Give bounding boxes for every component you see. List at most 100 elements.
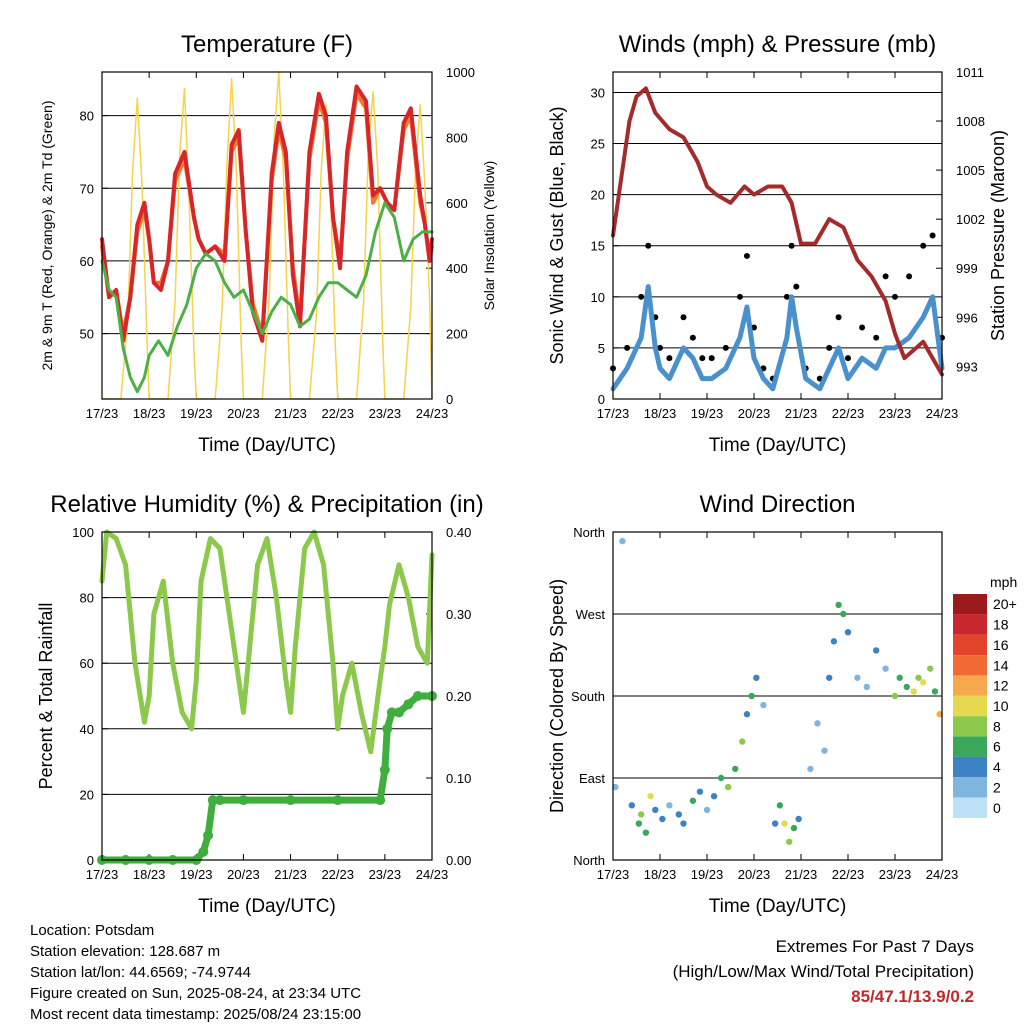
gust-point (920, 242, 927, 249)
x-tick-label: 21/23 (785, 406, 818, 421)
x-tick-label: 19/23 (180, 867, 213, 882)
gust-point (743, 252, 750, 259)
station-info: Location: Potsdam Station elevation: 128… (30, 920, 361, 1025)
colorbar-label: 4 (993, 759, 1001, 775)
x-tick-label: 21/23 (274, 867, 307, 882)
direction-point (717, 774, 725, 782)
x-tick-label: 19/23 (691, 406, 724, 421)
colorbar-label: 18 (993, 617, 1009, 633)
gust-point (666, 355, 673, 362)
rainfall-point (207, 795, 218, 806)
direction-point (781, 820, 788, 827)
rainfall-point (386, 707, 397, 718)
x-tick-label: 21/23 (274, 406, 307, 421)
rainfall-point (375, 795, 386, 806)
direction-point (896, 674, 903, 681)
direction-point (931, 688, 939, 695)
rainfall-point (379, 764, 390, 775)
extremes-values: 85/47.1/13.9/0.2 (851, 987, 974, 1006)
y2-tick-label: 800 (446, 130, 468, 145)
x-tick-label: 23/23 (369, 867, 402, 882)
direction-point (786, 838, 793, 845)
colorbar-label: 6 (993, 739, 1001, 755)
direction-point (920, 679, 927, 686)
x-tick-label: 17/23 (86, 406, 119, 421)
x-tick-label: 20/23 (738, 867, 771, 882)
gust-point (788, 242, 795, 249)
panel-winds: Winds (mph) & Pressure (mb) 0 5 10 15 20 25 30 9… (547, 31, 1008, 456)
gust-point (859, 324, 866, 331)
solar-insolation-line (101, 71, 433, 400)
y2-tick-label: 0.30 (446, 607, 471, 622)
direction-point (724, 783, 732, 791)
x-tick-label: 18/23 (133, 406, 166, 421)
y-axis-label: 2m & 9m T (Red, Orange) & 2m Td (Green) (39, 101, 55, 371)
y2-tick-label: 200 (446, 327, 468, 342)
x-tick-label: 18/23 (133, 867, 166, 882)
y-tick-label: 20 (80, 787, 94, 802)
dewpoint-line (100, 201, 434, 394)
x-tick-label: 20/23 (738, 406, 771, 421)
x-tick-label: 22/23 (321, 406, 354, 421)
y2-tick-label: 0.40 (446, 525, 471, 540)
colorbar-label: 12 (993, 678, 1009, 694)
x-tick-label: 24/23 (416, 406, 449, 421)
direction-point (659, 815, 666, 823)
gust-point (845, 355, 851, 362)
created-text: Figure created on Sun, 2025-08-24, at 23… (30, 985, 362, 1002)
gust-point (783, 293, 790, 300)
direction-point (844, 629, 852, 636)
colorbar-swatch (953, 614, 987, 635)
y-tick-label: West (576, 607, 606, 622)
extremes-box: Extremes For Past 7 Days (High/Low/Max W… (673, 934, 974, 1009)
x-axis-label: Time (Day/UTC) (198, 896, 336, 917)
x-tick-label: 17/23 (597, 406, 630, 421)
direction-point (910, 688, 917, 695)
direction-point (635, 820, 643, 827)
gust-point (680, 314, 687, 321)
direction-point (680, 820, 687, 827)
direction-point (689, 797, 697, 804)
y-tick-label: 30 (591, 85, 605, 100)
y-tick-label: 80 (80, 591, 94, 606)
gust-point (645, 242, 652, 249)
direction-point (619, 537, 626, 545)
y-tick-label: North (573, 853, 605, 868)
gust-point (929, 232, 936, 239)
panel-temperature: Temperature (F)5060708002004006008001000… (39, 31, 497, 456)
y2-tick-label: 993 (956, 359, 978, 374)
extremes-title: Extremes For Past 7 Days (775, 937, 974, 956)
panel-humidity: Relative Humidity (%) & Precipitation (i… (36, 491, 484, 917)
colorbar-label: 14 (993, 657, 1009, 673)
direction-point (915, 674, 922, 681)
rainfall-point (332, 795, 343, 806)
y-tick-label: South (571, 689, 605, 704)
direction-point (612, 783, 619, 791)
direction-point (628, 802, 635, 809)
gust-point (657, 344, 663, 351)
panel-title: Winds (mph) & Pressure (mb) (619, 31, 936, 58)
gust-point (689, 334, 696, 341)
direction-point (814, 720, 821, 727)
colorbar-swatch (953, 594, 987, 615)
x-tick-label: 17/23 (86, 867, 119, 882)
y-tick-label: 20 (591, 188, 605, 203)
x-tick-label: 23/23 (879, 406, 912, 421)
rainfall-point (403, 699, 414, 710)
direction-point (771, 820, 779, 827)
gust-point (736, 293, 743, 300)
direction-point (873, 647, 880, 654)
x-tick-label: 23/23 (879, 867, 912, 882)
direction-point (743, 711, 751, 718)
y-tick-label: 5 (598, 341, 605, 356)
y2-tick-label: 1005 (956, 163, 985, 178)
colorbar-label: 10 (993, 698, 1009, 714)
direction-point (840, 610, 847, 618)
y-tick-label: 25 (591, 137, 605, 152)
direction-point (675, 811, 682, 818)
y2-tick-label: 996 (956, 310, 978, 325)
gust-point (873, 334, 880, 341)
colorbar-swatch (953, 797, 987, 818)
rainfall-point (214, 795, 225, 806)
